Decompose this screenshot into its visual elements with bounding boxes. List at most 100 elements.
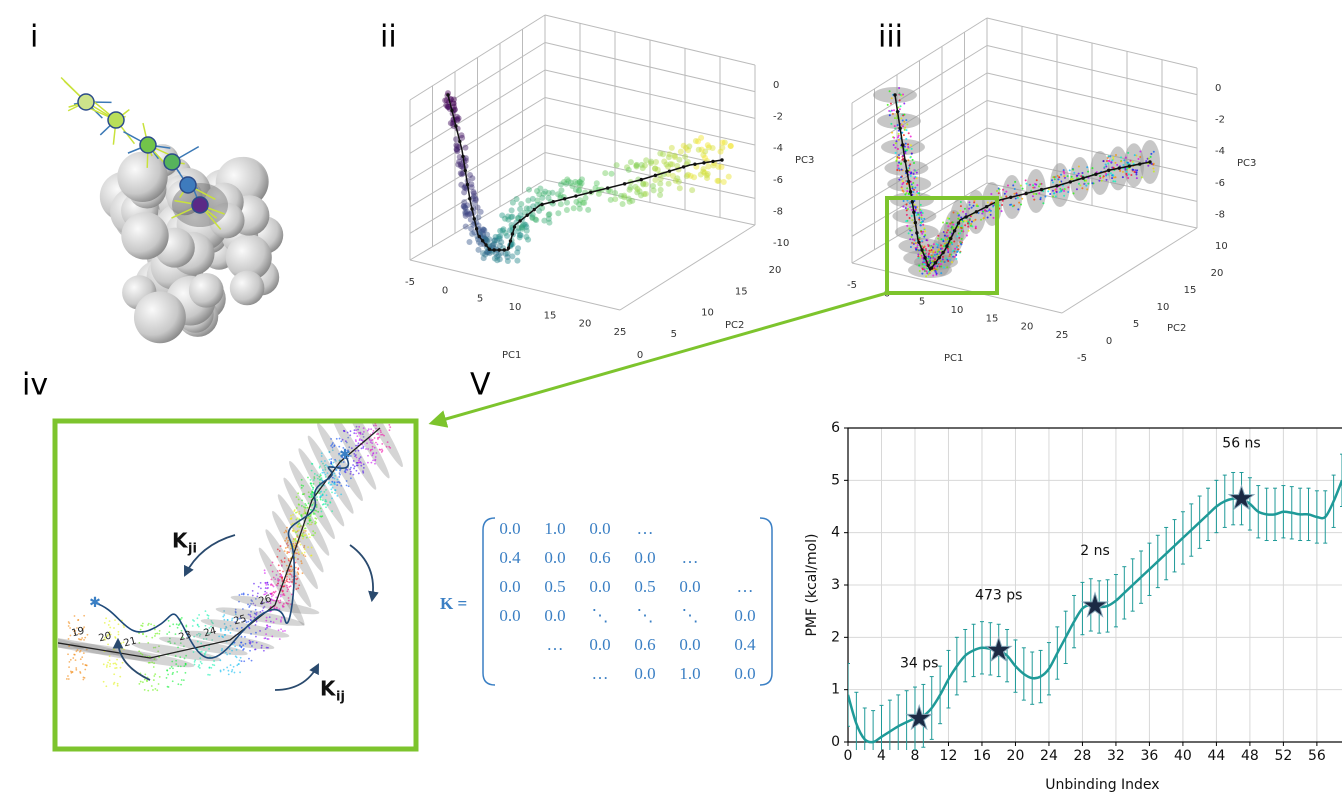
sample-point [497, 243, 503, 249]
path-node [478, 235, 481, 238]
sample-point [104, 622, 106, 624]
sample-point [367, 430, 369, 432]
sample-point [370, 441, 372, 443]
sample-point [273, 591, 275, 593]
sample-point [292, 569, 294, 571]
sample-point [360, 456, 362, 458]
sample-point [280, 559, 282, 561]
sample-point [116, 667, 118, 669]
path-node [693, 163, 696, 166]
x-tick-label: 8 [911, 748, 920, 764]
sample-point [923, 227, 925, 229]
sample-point [352, 474, 354, 476]
sample-point [311, 485, 313, 487]
sample-point [147, 690, 149, 692]
sample-point [907, 146, 909, 148]
matrix-entry: … [547, 635, 564, 654]
sample-point [904, 127, 906, 129]
sample-point [324, 460, 326, 462]
sample-point [372, 411, 374, 413]
sample-point [1091, 182, 1093, 184]
sample-point [524, 205, 530, 211]
sample-point [909, 171, 911, 173]
sample-point [571, 205, 577, 211]
sample-point [915, 212, 917, 214]
sample-point [154, 673, 156, 675]
sample-point [353, 460, 355, 462]
sample-point [911, 153, 913, 155]
sample-point [231, 669, 233, 671]
sample-point [280, 621, 282, 623]
sample-point [105, 685, 107, 687]
sample-point [1038, 192, 1040, 194]
sample-point [912, 238, 914, 240]
sample-point [144, 673, 146, 675]
sample-point [693, 138, 699, 144]
sample-point [960, 201, 962, 203]
sample-point [374, 459, 376, 461]
x-tick-label: 5 [919, 297, 925, 308]
sample-point [331, 510, 333, 512]
sample-point [334, 481, 336, 483]
sample-point [890, 103, 892, 105]
sample-point [983, 217, 985, 219]
sample-point [1039, 183, 1041, 185]
sample-point [82, 679, 84, 681]
sample-point [226, 667, 228, 669]
sample-point [899, 108, 901, 110]
panel-iii: -50510152025-5051015200-2-4-6-810PC1PC2P… [847, 18, 1256, 364]
sample-point [302, 493, 304, 495]
x-tick-label: 40 [1174, 748, 1192, 764]
sample-point [48, 617, 50, 619]
sample-point [677, 185, 683, 191]
sample-point [931, 249, 933, 251]
sample-point [249, 650, 251, 652]
sample-point [907, 143, 909, 145]
sample-point [1049, 193, 1051, 195]
sample-point [84, 669, 86, 671]
sample-point [68, 666, 70, 668]
sample-point [689, 187, 695, 193]
sample-point [68, 622, 70, 624]
sample-point [1072, 169, 1074, 171]
y-tick-label: 5 [831, 472, 840, 488]
sample-point [914, 169, 916, 171]
sample-point [975, 226, 977, 228]
sample-point [368, 416, 370, 418]
sample-point [201, 651, 203, 653]
sample-point [895, 142, 897, 144]
sample-point [120, 667, 122, 669]
sample-point [459, 171, 465, 177]
sample-point [118, 634, 120, 636]
sample-point [359, 458, 361, 460]
sample-point [247, 594, 249, 596]
sample-point [358, 459, 360, 461]
sample-point [144, 679, 146, 681]
sample-point [555, 191, 561, 197]
sample-point [902, 180, 904, 182]
sample-point [555, 210, 561, 216]
sample-point [258, 586, 260, 588]
sample-point [455, 162, 461, 168]
sample-point [961, 238, 963, 240]
sample-point [289, 578, 291, 580]
sample-point [321, 511, 323, 513]
sample-point [340, 485, 342, 487]
sample-point [1112, 156, 1114, 158]
sample-point [152, 689, 154, 691]
sample-point [960, 227, 962, 229]
sample-point [907, 167, 909, 169]
sample-point [273, 600, 275, 602]
sample-point [381, 448, 383, 450]
sample-point [1105, 163, 1107, 165]
sample-point [84, 677, 86, 679]
sample-point [254, 617, 256, 619]
sample-point [1111, 174, 1113, 176]
sample-point [931, 263, 933, 265]
sample-point [509, 207, 515, 213]
sample-point [1105, 165, 1107, 167]
sample-point [328, 482, 330, 484]
sample-point [230, 632, 232, 634]
sample-point [290, 585, 292, 587]
sample-point [903, 200, 905, 202]
